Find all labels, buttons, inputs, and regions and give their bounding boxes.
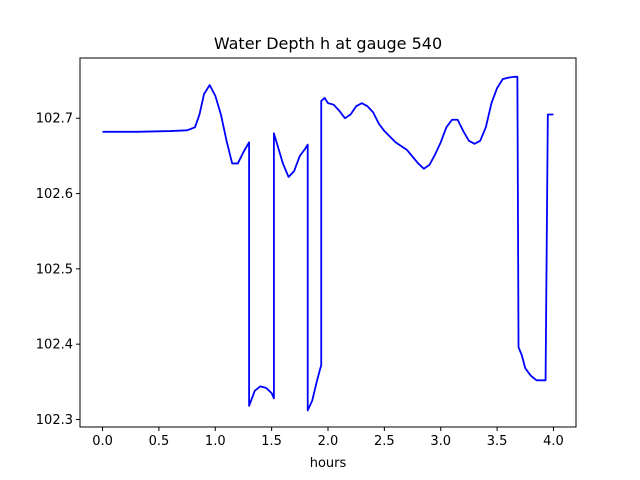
x-tick-label: 3.0 [430,434,451,449]
x-tick-label: 2.0 [318,434,339,449]
y-tick-label: 102.5 [36,262,73,277]
chart-title: Water Depth h at gauge 540 [214,34,442,53]
y-axis: 102.3 102.4 102.5 102.6 102.7 [36,112,80,428]
x-axis: 0.0 0.5 1.0 1.5 2.0 2.5 3.0 3.5 4.0 [92,427,564,449]
x-tick-label: 1.5 [261,434,282,449]
x-tick-label: 2.5 [374,434,395,449]
y-tick-label: 102.4 [36,338,73,353]
x-tick-label: 4.0 [543,434,564,449]
x-tick-label: 0.5 [149,434,170,449]
y-tick-label: 102.3 [36,413,73,428]
x-tick-label: 3.5 [487,434,508,449]
x-tick-label: 1.0 [205,434,226,449]
x-tick-label: 0.0 [92,434,113,449]
x-axis-label: hours [310,456,347,471]
y-tick-label: 102.6 [36,187,73,202]
plot-area [102,75,554,412]
y-tick-label: 102.7 [36,112,73,127]
series-line-0 [102,75,554,412]
